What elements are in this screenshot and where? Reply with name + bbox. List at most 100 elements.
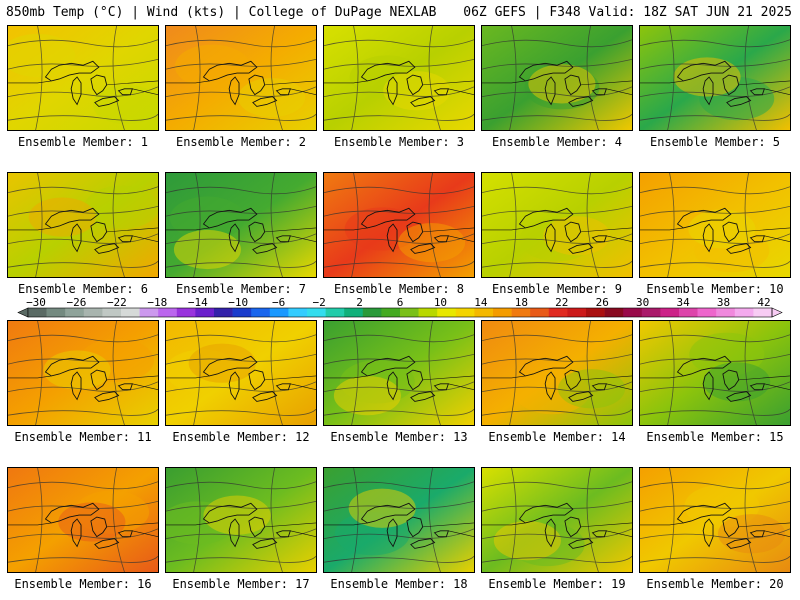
colorbar-swatch bbox=[753, 308, 773, 317]
member-map-panel bbox=[165, 320, 317, 426]
colorbar-swatch bbox=[716, 308, 736, 317]
colorbar-swatch bbox=[158, 308, 178, 317]
colorbar-tick-label: −18 bbox=[147, 297, 167, 309]
run-valid-time: 06Z GEFS | F348 Valid: 18Z SAT JUN 21 20… bbox=[463, 5, 792, 20]
colorbar-swatch bbox=[46, 308, 66, 317]
colorbar-swatch bbox=[660, 308, 680, 317]
member-caption: Ensemble Member: 11 bbox=[14, 430, 152, 444]
member-caption: Ensemble Member: 5 bbox=[649, 135, 781, 149]
colorbar-tick-label: 18 bbox=[515, 297, 528, 309]
member-map-panel bbox=[481, 467, 633, 573]
colorbar-swatch bbox=[362, 308, 382, 317]
member-caption: Ensemble Member: 1 bbox=[17, 135, 149, 149]
member-map-panel bbox=[7, 172, 159, 278]
chart-title: 850mb Temp (°C) | Wind (kts) | College o… bbox=[6, 5, 437, 20]
colorbar-swatch bbox=[288, 308, 308, 317]
colorbar-swatch bbox=[567, 308, 587, 317]
member-map-panel bbox=[481, 320, 633, 426]
member-caption: Ensemble Member: 20 bbox=[646, 577, 784, 591]
colorbar-swatch bbox=[400, 308, 419, 317]
member-map-panel bbox=[165, 172, 317, 278]
colorbar-tick-label: −30 bbox=[26, 297, 46, 309]
colorbar-tick-label: 38 bbox=[717, 297, 730, 309]
colorbar-swatch bbox=[586, 308, 605, 317]
member-map-panel bbox=[639, 467, 791, 573]
colorbar-tick-label: 10 bbox=[434, 297, 447, 309]
colorbar-swatch bbox=[214, 308, 233, 317]
member-map-panel bbox=[7, 25, 159, 131]
member-map-panel bbox=[639, 25, 791, 131]
member-map-panel bbox=[7, 320, 159, 426]
colorbar-swatch bbox=[641, 308, 661, 317]
colorbar-swatch bbox=[139, 308, 159, 317]
colorbar-tick-label: 26 bbox=[596, 297, 609, 309]
colorbar-swatch bbox=[734, 308, 754, 317]
member-caption: Ensemble Member: 19 bbox=[488, 577, 626, 591]
colorbar-tick-label: −10 bbox=[228, 297, 248, 309]
temperature-colorbar: −30 −26 −22 −18 −14 −10 −6 −2 2 6 10 14 18 22 26 30 34 38… bbox=[17, 297, 783, 318]
colorbar-swatch bbox=[307, 308, 326, 317]
member-caption: Ensemble Member: 16 bbox=[14, 577, 152, 591]
colorbar-swatch bbox=[418, 308, 438, 317]
member-caption: Ensemble Member: 9 bbox=[491, 282, 623, 296]
member-caption: Ensemble Member: 3 bbox=[333, 135, 465, 149]
colorbar-swatch bbox=[28, 308, 47, 317]
colorbar-swatch bbox=[251, 308, 271, 317]
member-caption: Ensemble Member: 14 bbox=[488, 430, 626, 444]
member-map-panel bbox=[639, 320, 791, 426]
member-caption: Ensemble Member: 4 bbox=[491, 135, 623, 149]
colorbar-swatch bbox=[325, 308, 345, 317]
member-caption: Ensemble Member: 6 bbox=[17, 282, 149, 296]
colorbar-swatch bbox=[232, 308, 252, 317]
member-caption: Ensemble Member: 18 bbox=[330, 577, 468, 591]
colorbar-swatch bbox=[604, 308, 624, 317]
colorbar-swatch bbox=[530, 308, 550, 317]
colorbar-swatch bbox=[493, 308, 512, 317]
member-caption: Ensemble Member: 13 bbox=[330, 430, 468, 444]
member-map-panel bbox=[323, 25, 475, 131]
member-map-panel bbox=[323, 320, 475, 426]
colorbar-swatch bbox=[65, 308, 85, 317]
colorbar-tick-label: 34 bbox=[676, 297, 690, 309]
member-map-panel bbox=[165, 467, 317, 573]
colorbar-swatch bbox=[102, 308, 122, 317]
colorbar-tick-label: −6 bbox=[272, 297, 285, 309]
colorbar-swatch bbox=[697, 308, 717, 317]
member-map-panel bbox=[323, 172, 475, 278]
member-map-panel bbox=[7, 467, 159, 573]
colorbar-swatch bbox=[455, 308, 475, 317]
colorbar-tick-label: 6 bbox=[397, 297, 404, 309]
colorbar-tick-label: 14 bbox=[474, 297, 488, 309]
member-map-panel bbox=[639, 172, 791, 278]
colorbar-swatch bbox=[548, 308, 568, 317]
colorbar-swatch bbox=[176, 308, 196, 317]
member-map-panel bbox=[323, 467, 475, 573]
member-map-panel bbox=[481, 172, 633, 278]
colorbar-swatch bbox=[437, 308, 457, 317]
colorbar-tick-label: −26 bbox=[67, 297, 87, 309]
colorbar-swatch bbox=[344, 308, 364, 317]
colorbar-swatch bbox=[83, 308, 103, 317]
member-caption: Ensemble Member: 7 bbox=[175, 282, 307, 296]
colorbar-tick-label: 30 bbox=[636, 297, 649, 309]
colorbar-swatch bbox=[679, 308, 698, 317]
colorbar-swatch bbox=[474, 308, 494, 317]
member-caption: Ensemble Member: 2 bbox=[175, 135, 307, 149]
colorbar-tick-label: −22 bbox=[107, 297, 127, 309]
member-map-panel bbox=[165, 25, 317, 131]
colorbar-swatch bbox=[623, 308, 643, 317]
colorbar-swatch bbox=[195, 308, 215, 317]
member-caption: Ensemble Member: 12 bbox=[172, 430, 310, 444]
member-caption: Ensemble Member: 8 bbox=[333, 282, 465, 296]
colorbar-swatch bbox=[511, 308, 531, 317]
colorbar-tick-label: 22 bbox=[555, 297, 568, 309]
colorbar-swatch bbox=[381, 308, 401, 317]
colorbar-tick-label: 42 bbox=[757, 297, 770, 309]
colorbar-tick-label: −2 bbox=[312, 297, 325, 309]
colorbar-swatch bbox=[121, 308, 140, 317]
member-caption: Ensemble Member: 17 bbox=[172, 577, 310, 591]
colorbar-tick-label: 2 bbox=[356, 297, 363, 309]
colorbar-swatch bbox=[269, 308, 289, 317]
member-caption: Ensemble Member: 15 bbox=[646, 430, 784, 444]
member-map-panel bbox=[481, 25, 633, 131]
